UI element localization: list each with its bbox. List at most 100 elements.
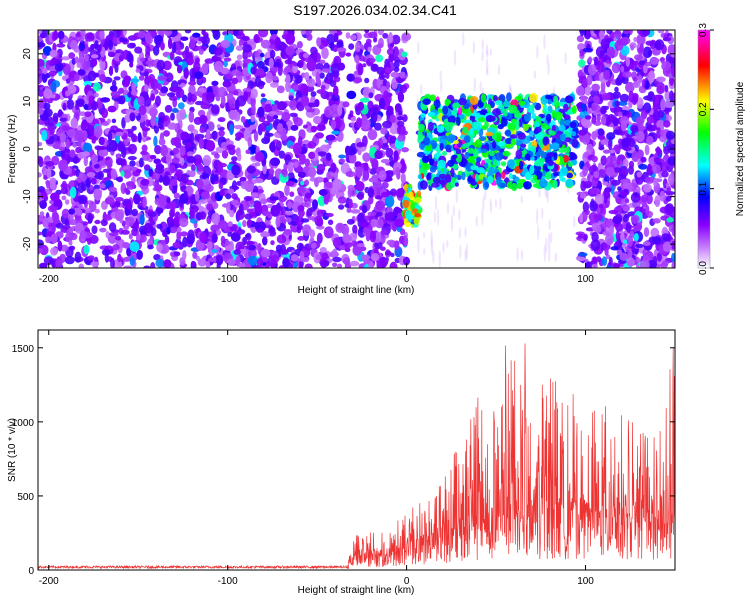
heatmap-cell xyxy=(177,102,185,110)
heatmap-cell xyxy=(623,146,632,152)
heatmap-cell xyxy=(160,86,169,94)
heatmap-cell xyxy=(386,211,396,222)
heatmap-cell xyxy=(231,164,241,176)
heatmap-cell xyxy=(304,158,310,167)
heatmap-cell xyxy=(183,67,189,79)
heatmap-cell xyxy=(112,244,120,251)
heatmap-cell xyxy=(68,240,73,246)
heatmap-cell xyxy=(45,180,51,189)
heatmap-cell xyxy=(364,30,369,34)
heatmap-cell xyxy=(333,76,341,83)
heatmap-cell xyxy=(306,78,316,88)
heatmap-cell xyxy=(38,69,43,74)
heatmap-cell xyxy=(165,72,174,83)
heatmap-cell xyxy=(364,259,372,264)
heatmap-cell xyxy=(591,83,600,92)
heatmap-cell xyxy=(284,210,294,216)
heatmap-cell xyxy=(652,110,660,121)
heatmap-cell xyxy=(357,191,365,201)
heatmap-cell xyxy=(430,237,434,256)
heatmap-cell xyxy=(93,92,99,98)
heatmap-cell xyxy=(451,177,456,183)
heatmap-cell xyxy=(462,143,471,149)
heatmap-cell xyxy=(129,61,134,68)
heatmap-cell xyxy=(289,99,298,111)
heatmap-cell xyxy=(239,262,246,268)
heatmap-cell xyxy=(615,77,622,86)
heatmap-cell xyxy=(361,115,368,126)
heatmap-cell xyxy=(110,90,121,99)
heatmap-cell xyxy=(636,97,644,109)
heatmap-cell xyxy=(61,125,70,132)
heatmap-cell xyxy=(58,146,65,151)
heatmap-cell xyxy=(197,36,206,42)
heatmap-cell xyxy=(386,239,396,246)
heatmap-cell xyxy=(124,114,131,123)
heatmap-cell xyxy=(642,46,653,59)
heatmap-cell xyxy=(601,139,606,145)
heatmap-cell xyxy=(310,91,317,97)
heatmap-cell xyxy=(277,101,287,111)
heatmap-cell xyxy=(306,33,313,41)
heatmap-cell xyxy=(315,254,322,260)
heatmap-cell xyxy=(606,30,613,35)
heatmap-cell xyxy=(269,141,276,153)
heatmap-cell xyxy=(269,225,274,233)
heatmap-cell xyxy=(75,146,82,154)
heatmap-cell xyxy=(91,225,98,234)
heatmap-cell xyxy=(43,175,48,180)
heatmap-cell xyxy=(305,105,310,111)
heatmap-cell xyxy=(81,151,90,157)
heatmap-cell xyxy=(575,85,585,96)
heatmap-cell xyxy=(316,225,325,230)
heatmap-cell xyxy=(504,129,512,137)
heatmap-cell xyxy=(612,216,623,224)
heatmap-cell xyxy=(279,210,287,216)
heatmap-cell xyxy=(484,120,489,130)
heatmap-cell xyxy=(330,162,337,173)
heatmap-cell xyxy=(547,61,550,76)
heatmap-cell xyxy=(156,59,166,71)
heatmap-cell xyxy=(137,132,142,144)
heatmap-cell xyxy=(586,143,594,155)
heatmap-cell xyxy=(187,92,193,103)
heatmap-cell xyxy=(304,263,313,268)
heatmap-cell xyxy=(94,163,100,169)
heatmap-cell xyxy=(654,195,661,208)
heatmap-cell xyxy=(181,185,186,190)
heatmap-cell xyxy=(106,159,111,167)
heatmap-cell xyxy=(38,105,44,116)
heatmap-cell xyxy=(620,37,631,45)
heatmap-cell xyxy=(493,95,498,102)
heatmap-cell xyxy=(394,103,402,113)
heatmap-cell xyxy=(357,63,364,76)
heatmap-cell xyxy=(165,154,172,164)
heatmap-cell xyxy=(74,56,79,64)
heatmap-cell xyxy=(609,225,615,236)
heatmap-cell xyxy=(630,125,639,132)
heatmap-cell xyxy=(262,210,272,217)
heatmap-cell xyxy=(596,256,602,262)
heatmap-cell xyxy=(401,32,412,42)
heatmap-cell xyxy=(663,120,671,128)
heatmap-cell xyxy=(254,202,262,214)
heatmap-cell xyxy=(401,147,409,153)
heatmap-cell xyxy=(229,123,234,136)
heatmap-cell xyxy=(169,208,175,219)
heatmap-cell xyxy=(164,104,173,113)
heatmap-cell xyxy=(598,204,604,209)
heatmap-cell xyxy=(193,61,201,72)
heatmap-cell xyxy=(641,200,647,208)
heatmap-cell xyxy=(417,235,420,254)
heatmap-cell xyxy=(348,113,354,118)
heatmap-cell xyxy=(500,171,506,179)
heatmap-cell xyxy=(173,251,181,256)
heatmap-cell xyxy=(186,57,194,66)
heatmap-cell xyxy=(144,84,149,92)
heatmap-cell xyxy=(591,155,598,163)
heatmap-cell xyxy=(181,94,188,103)
heatmap-cell xyxy=(52,212,60,225)
heatmap-cell xyxy=(316,89,326,94)
heatmap-cell xyxy=(202,172,207,180)
heatmap-cell xyxy=(564,52,567,65)
